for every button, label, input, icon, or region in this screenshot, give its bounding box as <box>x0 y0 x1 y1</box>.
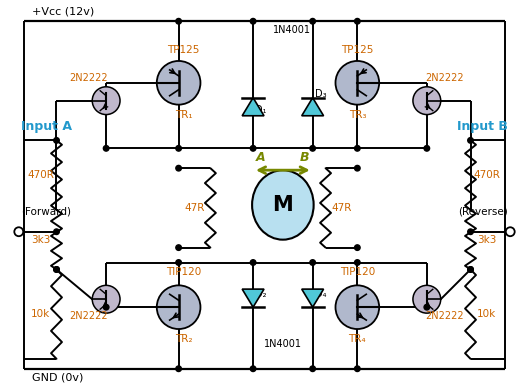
Circle shape <box>335 285 379 329</box>
Text: TR₃: TR₃ <box>349 109 366 120</box>
Circle shape <box>335 61 379 105</box>
Circle shape <box>103 305 109 310</box>
Circle shape <box>176 165 181 171</box>
Circle shape <box>354 366 360 372</box>
Circle shape <box>310 19 315 24</box>
Text: D₁: D₁ <box>255 105 267 114</box>
Circle shape <box>176 146 181 151</box>
Circle shape <box>176 260 181 265</box>
Circle shape <box>354 146 360 151</box>
Circle shape <box>468 229 473 234</box>
Text: 1N4001: 1N4001 <box>264 339 302 349</box>
Circle shape <box>157 61 200 105</box>
Text: D₃: D₃ <box>315 89 326 99</box>
Text: 1N4001: 1N4001 <box>272 25 311 35</box>
Circle shape <box>310 366 315 372</box>
Circle shape <box>354 165 360 171</box>
Circle shape <box>413 285 441 313</box>
Text: 2N2222: 2N2222 <box>425 73 464 83</box>
Text: 2N2222: 2N2222 <box>69 311 107 321</box>
Ellipse shape <box>252 170 314 240</box>
Circle shape <box>54 267 59 272</box>
Circle shape <box>176 366 181 372</box>
Text: TR₂: TR₂ <box>175 334 193 344</box>
Text: Input B: Input B <box>458 120 508 133</box>
Circle shape <box>176 245 181 250</box>
Circle shape <box>413 87 441 114</box>
Text: TP125: TP125 <box>167 45 200 55</box>
Circle shape <box>54 138 59 143</box>
Text: 10k: 10k <box>31 309 50 319</box>
Circle shape <box>354 19 360 24</box>
Text: +Vcc (12v): +Vcc (12v) <box>32 6 94 16</box>
Circle shape <box>354 260 360 265</box>
Text: GND (0v): GND (0v) <box>32 373 83 383</box>
Text: 2N2222: 2N2222 <box>425 311 464 321</box>
Circle shape <box>157 285 200 329</box>
Text: TIP120: TIP120 <box>340 267 375 277</box>
Text: 10k: 10k <box>477 309 496 319</box>
Circle shape <box>468 267 473 272</box>
Text: 2N2222: 2N2222 <box>69 73 107 83</box>
Circle shape <box>468 267 473 272</box>
Text: 3k3: 3k3 <box>477 235 496 245</box>
Circle shape <box>354 245 360 250</box>
Text: A: A <box>256 151 266 164</box>
Circle shape <box>92 87 120 114</box>
Circle shape <box>250 260 256 265</box>
Text: 47R: 47R <box>331 203 352 213</box>
Circle shape <box>310 260 315 265</box>
Circle shape <box>54 267 59 272</box>
Circle shape <box>92 285 120 313</box>
Text: (Reverse): (Reverse) <box>459 207 508 217</box>
Circle shape <box>424 305 430 310</box>
Circle shape <box>468 138 473 143</box>
Circle shape <box>250 19 256 24</box>
Text: D₂: D₂ <box>255 289 267 299</box>
Polygon shape <box>242 98 264 116</box>
Text: B: B <box>300 151 309 164</box>
Polygon shape <box>242 289 264 307</box>
Circle shape <box>103 146 109 151</box>
Text: 470R: 470R <box>27 170 54 180</box>
Circle shape <box>54 229 59 234</box>
Polygon shape <box>302 289 324 307</box>
Text: 47R: 47R <box>184 203 205 213</box>
Circle shape <box>424 146 430 151</box>
Text: TR₁: TR₁ <box>175 109 193 120</box>
Text: Input A: Input A <box>21 120 72 133</box>
Text: TP125: TP125 <box>341 45 373 55</box>
Text: TR₄: TR₄ <box>349 334 366 344</box>
Polygon shape <box>302 98 324 116</box>
Circle shape <box>250 366 256 372</box>
Circle shape <box>250 146 256 151</box>
Text: 3k3: 3k3 <box>31 235 50 245</box>
Text: M: M <box>272 195 293 215</box>
Circle shape <box>176 19 181 24</box>
Circle shape <box>310 146 315 151</box>
Text: 470R: 470R <box>473 170 500 180</box>
Circle shape <box>14 227 23 236</box>
Circle shape <box>506 227 515 236</box>
Text: TIP120: TIP120 <box>166 267 201 277</box>
Text: D₄: D₄ <box>315 289 326 299</box>
Text: (Forward): (Forward) <box>21 207 71 217</box>
